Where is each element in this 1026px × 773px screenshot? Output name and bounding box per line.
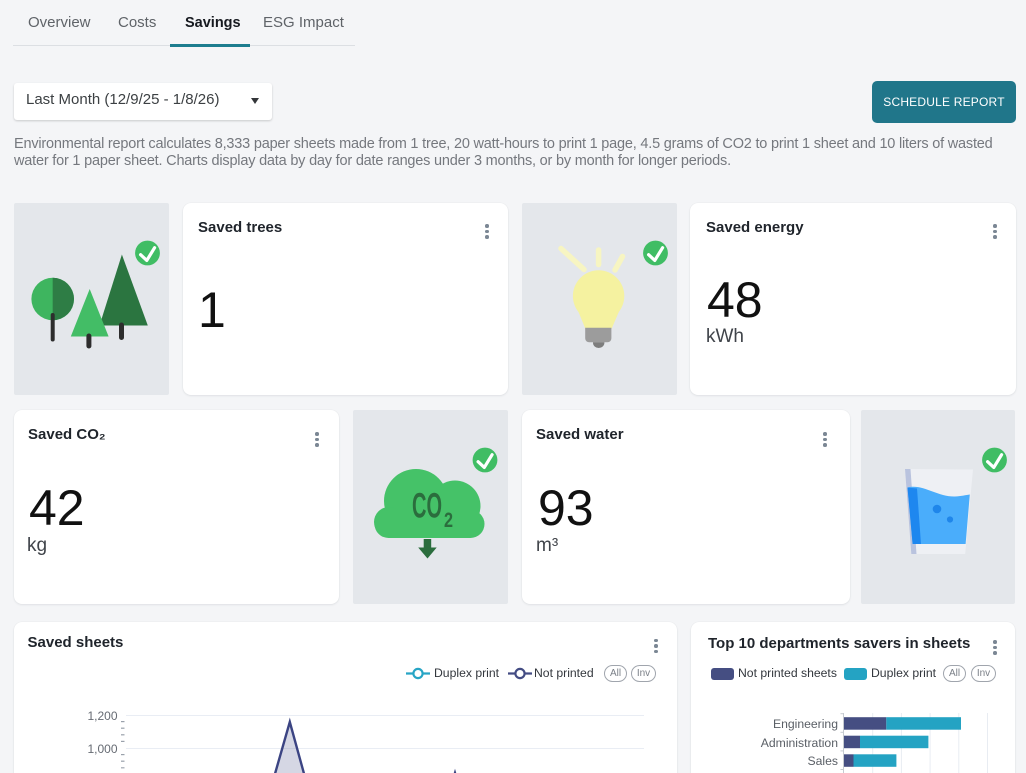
svg-text:CO: CO (412, 487, 442, 526)
svg-text:2: 2 (444, 509, 453, 532)
